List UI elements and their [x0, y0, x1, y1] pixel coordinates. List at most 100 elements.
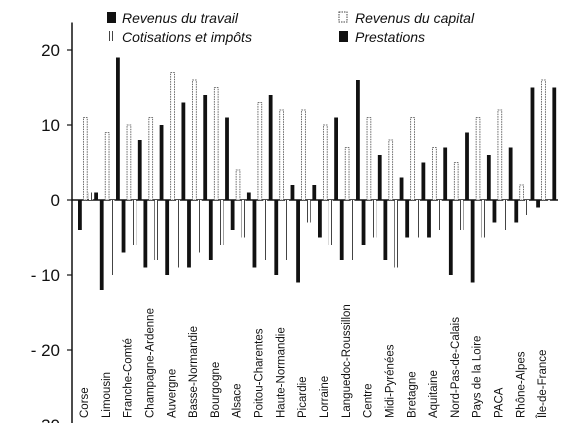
bar [137, 140, 142, 200]
legend-label-prestations: Prestations [355, 29, 425, 45]
bar [235, 169, 241, 201]
category-label: Alsace [232, 383, 244, 418]
bar [481, 200, 486, 238]
category-label: Haute-Normandie [275, 327, 287, 418]
bar [246, 192, 251, 200]
bars [78, 57, 557, 290]
y-tick-label: - 20 [31, 341, 60, 360]
bar [203, 95, 208, 200]
bar [410, 117, 415, 201]
legend-label-revenus-du-travail: Revenus du travail [122, 10, 239, 26]
category-label: Picardie [297, 376, 309, 418]
bar [83, 117, 88, 201]
bar [399, 177, 404, 200]
bar [427, 200, 431, 238]
bar [312, 185, 317, 200]
legend: Revenus du travail Revenus du capital Co… [107, 10, 475, 45]
bar [475, 117, 481, 201]
category-label: Corse [79, 387, 91, 418]
bar [350, 200, 355, 260]
bar [296, 200, 300, 283]
bar [459, 200, 464, 230]
bar [165, 200, 170, 275]
bar [394, 200, 399, 268]
bar [519, 184, 524, 201]
bar [94, 192, 98, 200]
legend-label-revenus-du-capital: Revenus du capital [355, 10, 475, 26]
bar [290, 185, 295, 200]
category-label: Auvergne [166, 369, 178, 418]
category-label: Nord-Pas-de-Calais [450, 317, 462, 418]
bar [208, 200, 213, 260]
category-label: PACA [494, 387, 506, 418]
y-tick-label: 20 [41, 41, 60, 60]
legend-label-cotisations-et-impots: Cotisations et impôts [122, 29, 252, 45]
bar [470, 200, 475, 283]
bar [252, 200, 257, 268]
bar [274, 200, 279, 275]
bar [465, 132, 469, 200]
bar [492, 200, 497, 223]
y-tick-label: - 30 [31, 416, 60, 423]
category-label: Champagne-Ardenne [144, 308, 156, 418]
bar [170, 72, 175, 201]
bar [318, 200, 322, 238]
bar [322, 124, 328, 201]
bar [197, 200, 202, 253]
category-labels: Corse Limousin Franche-Comté Champagne-Arde… [79, 304, 549, 419]
bar [159, 125, 164, 200]
legend-swatch-revenus-du-capital [338, 11, 348, 23]
category-label: Franche-Comté [123, 338, 135, 418]
bar [225, 117, 229, 200]
bar [301, 109, 306, 201]
bar [187, 200, 191, 268]
bar [213, 87, 219, 201]
bar [541, 79, 546, 201]
bar [453, 162, 459, 201]
bar [536, 200, 540, 208]
bar [306, 200, 311, 223]
bar [497, 109, 503, 201]
bar [448, 200, 453, 275]
category-label: Poitou-Charentes [254, 328, 266, 418]
bar [405, 200, 410, 238]
bar [383, 200, 388, 260]
bar [514, 200, 519, 223]
bar [257, 102, 263, 201]
bar [443, 147, 448, 200]
category-label: Aquitaine [428, 370, 440, 418]
bar [192, 79, 197, 201]
bar [508, 147, 513, 200]
category-label: Rhône-Alpes [515, 351, 527, 418]
bar [104, 132, 110, 201]
bar [110, 200, 115, 275]
bar [416, 200, 420, 238]
bar [219, 200, 224, 245]
category-label: Lorraine [319, 376, 331, 418]
bar [176, 200, 180, 268]
bar [148, 117, 154, 201]
bar [263, 200, 268, 260]
bar [78, 200, 82, 230]
bar [116, 57, 120, 200]
category-label: Bretagne [406, 371, 418, 418]
bar [126, 124, 132, 201]
bar [132, 200, 137, 245]
bar [366, 117, 372, 201]
category-label: Limousin [101, 372, 113, 418]
category-label: Centre [363, 383, 375, 418]
category-label: Languedoc-Roussillon [341, 304, 353, 418]
bar [143, 200, 148, 268]
category-label: Pays de la Loire [472, 336, 484, 418]
bar [268, 95, 273, 200]
bar [339, 200, 344, 260]
category-label: Bourgogne [210, 362, 222, 418]
bar [88, 192, 93, 200]
bar [154, 200, 159, 260]
y-tick-label: 10 [41, 116, 60, 135]
bar [421, 162, 426, 200]
y-tick-label: 0 [51, 191, 60, 210]
bar [344, 147, 350, 201]
bar [279, 109, 284, 201]
bar [372, 200, 377, 238]
